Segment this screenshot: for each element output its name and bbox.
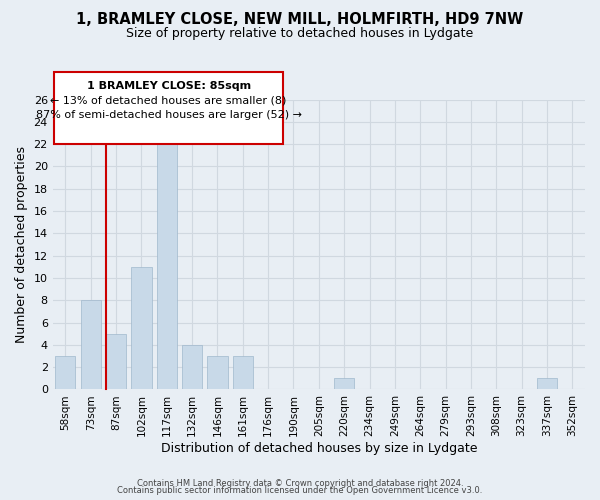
Bar — [55, 356, 76, 390]
Text: ← 13% of detached houses are smaller (8): ← 13% of detached houses are smaller (8) — [50, 96, 287, 106]
Bar — [334, 378, 355, 390]
Text: 1 BRAMLEY CLOSE: 85sqm: 1 BRAMLEY CLOSE: 85sqm — [86, 81, 251, 91]
Y-axis label: Number of detached properties: Number of detached properties — [15, 146, 28, 343]
Text: 1, BRAMLEY CLOSE, NEW MILL, HOLMFIRTH, HD9 7NW: 1, BRAMLEY CLOSE, NEW MILL, HOLMFIRTH, H… — [76, 12, 524, 28]
Text: Size of property relative to detached houses in Lydgate: Size of property relative to detached ho… — [127, 28, 473, 40]
Text: Contains HM Land Registry data © Crown copyright and database right 2024.: Contains HM Land Registry data © Crown c… — [137, 478, 463, 488]
Bar — [131, 267, 152, 390]
Bar — [207, 356, 227, 390]
Bar — [157, 133, 177, 390]
Bar — [106, 334, 126, 390]
X-axis label: Distribution of detached houses by size in Lydgate: Distribution of detached houses by size … — [161, 442, 477, 455]
Bar — [233, 356, 253, 390]
FancyBboxPatch shape — [54, 72, 283, 144]
Bar — [537, 378, 557, 390]
Bar — [80, 300, 101, 390]
Text: 87% of semi-detached houses are larger (52) →: 87% of semi-detached houses are larger (… — [35, 110, 302, 120]
Text: Contains public sector information licensed under the Open Government Licence v3: Contains public sector information licen… — [118, 486, 482, 495]
Bar — [182, 345, 202, 390]
